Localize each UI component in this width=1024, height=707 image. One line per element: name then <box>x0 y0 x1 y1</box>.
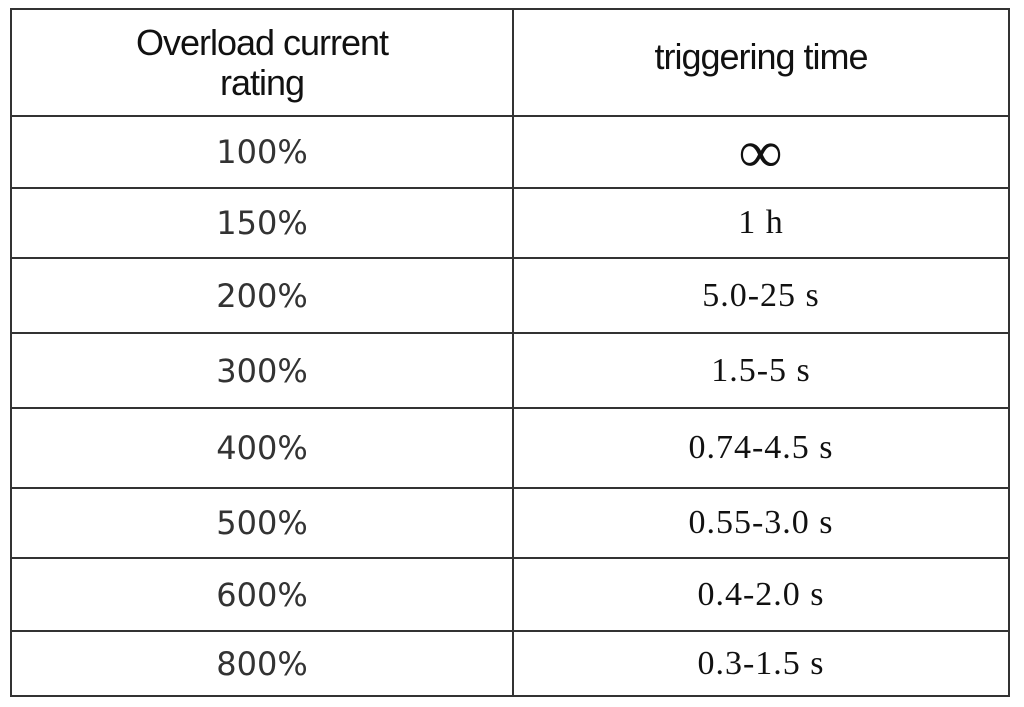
time-cell: 0.74-4.5 s <box>688 429 834 466</box>
header-cell: triggering time <box>654 35 868 77</box>
time-cell: 0.55-3.0 s <box>688 504 834 541</box>
time-cell: 0.4-2.0 s <box>697 575 825 613</box>
rating-cell: 300% <box>216 351 308 390</box>
time-cell: 5.0-25 s <box>702 276 820 314</box>
rating-cell: 100% <box>216 133 308 171</box>
table: Overload current rating triggering time 10… <box>10 8 1010 697</box>
row-divider <box>12 257 1008 259</box>
row-divider <box>12 407 1008 409</box>
row-divider <box>12 487 1008 489</box>
row-divider <box>12 557 1008 559</box>
column-divider <box>512 10 514 695</box>
row-divider <box>12 332 1008 334</box>
row-divider <box>12 187 1008 189</box>
rating-cell: 200% <box>216 276 308 315</box>
time-cell: 1 h <box>738 204 784 241</box>
row-divider <box>12 115 1008 117</box>
header-cell: Overload current rating <box>135 21 389 103</box>
row-divider <box>12 630 1008 632</box>
rating-cell: 600% <box>216 575 308 614</box>
time-cell: ∞ <box>739 118 783 185</box>
rating-cell: 500% <box>216 504 308 542</box>
rating-cell: 150% <box>216 204 308 242</box>
rating-cell: 800% <box>216 644 308 683</box>
time-cell: 0.3-1.5 s <box>697 644 825 682</box>
rating-cell: 400% <box>216 429 308 467</box>
time-cell: 1.5-5 s <box>711 351 811 389</box>
